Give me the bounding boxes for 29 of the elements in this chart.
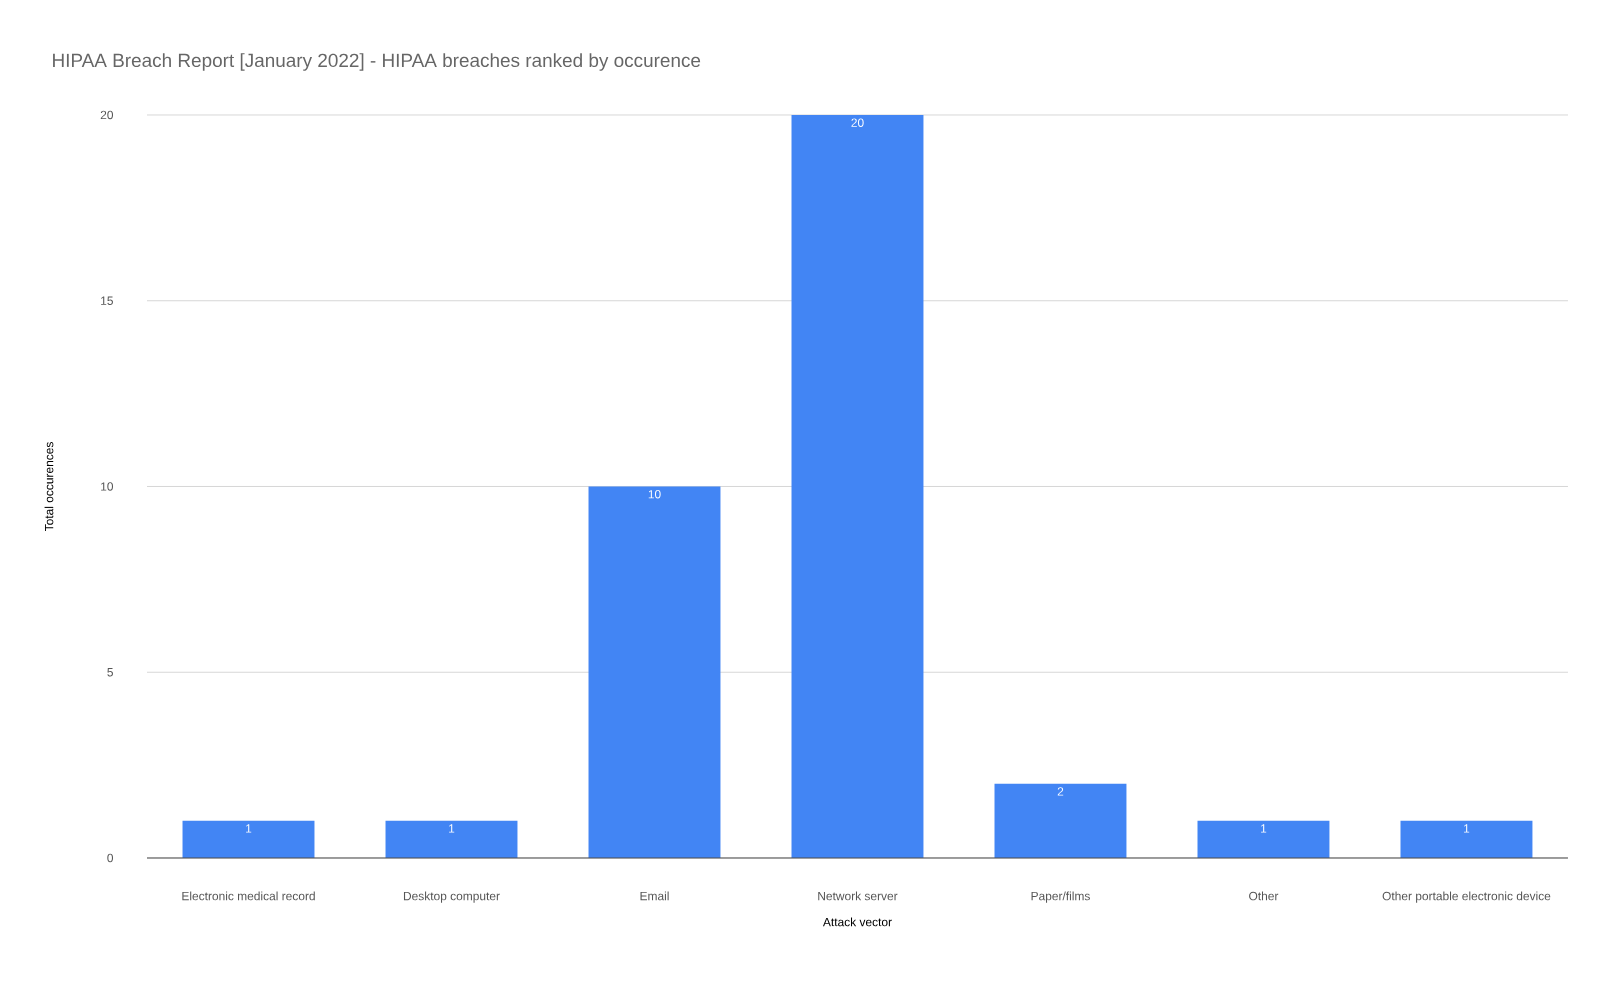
y-tick-label: 15 — [101, 296, 113, 305]
data-label: 1 — [449, 824, 455, 833]
bar — [791, 114, 924, 858]
bar — [182, 820, 315, 858]
y-tick-label: 0 — [107, 853, 114, 863]
x-tick-label: Network server — [818, 891, 898, 901]
x-tick-label: Desktop computer — [403, 891, 500, 903]
x-tick-label: Electronic medical record — [182, 891, 315, 901]
x-tick-label: Paper/films — [1031, 891, 1090, 903]
x-tick-label: Email — [640, 891, 669, 901]
x-tick-label: Other — [1249, 891, 1279, 901]
y-tick-label: 5 — [107, 668, 113, 677]
chart-title: HIPAA Breach Report [January 2022] - HIPAA breaches ranked by occurence — [53, 53, 701, 71]
data-label: 20 — [851, 118, 864, 127]
y-tick-label: 10 — [101, 482, 114, 491]
bar — [588, 486, 721, 858]
y-axis-title: Total occurences — [44, 442, 54, 532]
x-axis-title: Attack vector — [822, 917, 892, 927]
bar — [1400, 820, 1533, 858]
bar — [385, 820, 518, 858]
data-label: 1 — [246, 824, 252, 833]
bar — [1197, 820, 1330, 858]
data-label: 2 — [1057, 787, 1064, 796]
bar — [994, 783, 1127, 858]
data-label: 10 — [648, 490, 661, 499]
y-tick-label: 20 — [100, 110, 114, 120]
x-tick-label: Other portable electronic device — [1382, 891, 1551, 903]
data-label: 1 — [1261, 824, 1267, 833]
data-label: 1 — [1464, 824, 1470, 833]
